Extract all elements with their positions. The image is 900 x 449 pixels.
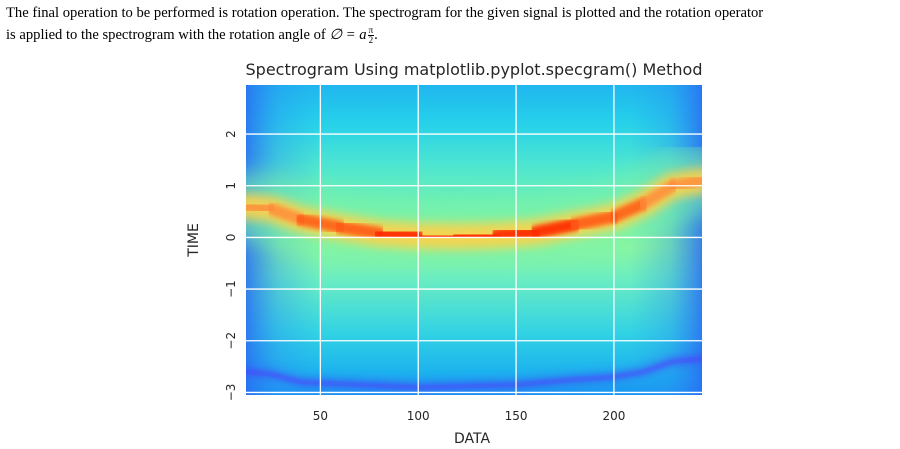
y-axis-label: TIME [186,223,202,258]
paragraph-line-2-suffix: . [374,27,378,43]
low-band-line [246,357,702,389]
x-tick-label: 100 [407,409,430,423]
ridge-segment [450,228,504,243]
fraction-numerator: π [367,25,375,37]
paragraph-line-2: is applied to the spectrogram with the r… [6,24,892,46]
y-tick-label: −3 [224,384,238,402]
x-axis-ticks: 50 100 150 200 [313,409,626,423]
x-tick-label: 200 [602,409,625,423]
y-tick-label: 0 [224,234,238,242]
y-tick-label: −2 [224,332,238,350]
x-axis-label: DATA [454,431,490,447]
ridge-segment [666,174,702,192]
paragraph-line-1: The final operation to be performed is r… [6,5,764,21]
spectrogram-heat-layer [246,145,702,393]
y-axis-ticks: 2 1 0 −1 −2 −3 [224,130,238,401]
chart-title: Spectrogram Using matplotlib.pyplot.spec… [246,60,703,79]
ridge-segment [411,229,464,243]
phi-equation: ∅ = a [329,27,367,43]
y-tick-label: 1 [224,182,238,190]
ridge-segment [372,226,425,243]
x-tick-label: 150 [505,409,528,423]
paragraph-line-2-prefix: is applied to the spectrogram with the r… [6,27,326,43]
grid-lines [246,85,702,395]
y-tick-label: −1 [224,280,238,298]
ridge-segment [568,210,621,231]
ridge-segment [333,220,386,240]
paragraph: The final operation to be performed is r… [6,2,892,46]
plot-area [246,85,702,395]
x-tick-label: 50 [313,409,328,423]
fraction-denominator: 2 [368,35,374,46]
y-tick-label: 2 [224,130,238,138]
ridge-segment [529,218,582,239]
